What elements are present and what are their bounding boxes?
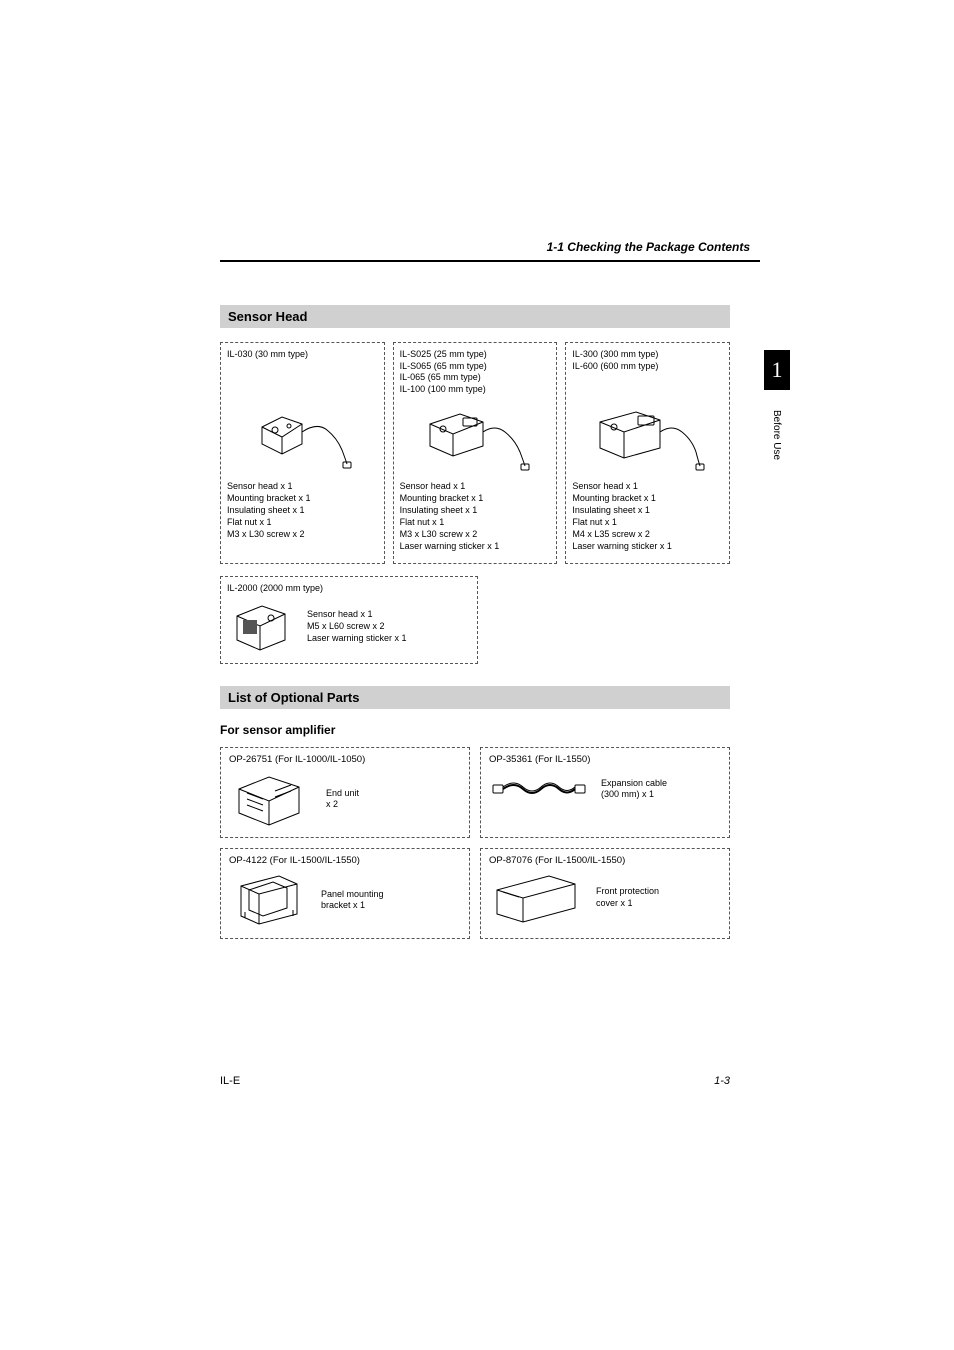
list-item: Mounting bracket x 1 xyxy=(400,492,551,504)
sensor-item-list: Sensor head x 1 Mounting bracket x 1 Ins… xyxy=(400,480,551,553)
list-item: M4 x L35 screw x 2 xyxy=(572,528,723,540)
list-item: M3 x L30 screw x 2 xyxy=(400,528,551,540)
desc-line: End unit xyxy=(326,788,359,800)
expansion-cable-icon xyxy=(489,769,589,809)
sensor-box-title: IL-2000 (2000 mm type) xyxy=(227,583,471,595)
optional-desc: Front protection cover x 1 xyxy=(596,886,659,909)
list-item: Sensor head x 1 xyxy=(400,480,551,492)
sensor-box-il030: IL-030 (30 mm type) Sensor head x 1 Moun… xyxy=(220,342,385,564)
sensor-box-ils025: IL-S025 (25 mm type) IL-S065 (65 mm type… xyxy=(393,342,558,564)
list-item: Laser warning sticker x 1 xyxy=(572,540,723,552)
page-footer: IL-E 1-3 xyxy=(220,1075,730,1087)
title-line: IL-300 (300 mm type) xyxy=(572,349,723,361)
desc-line: Panel mounting xyxy=(321,889,384,901)
list-item: Flat nut x 1 xyxy=(400,516,551,528)
optional-box-op4122: OP-4122 (For IL-1500/IL-1550) Panel moun… xyxy=(220,848,470,939)
title-line: IL-030 (30 mm type) xyxy=(227,349,378,361)
list-item: Flat nut x 1 xyxy=(227,516,378,528)
subheading-amplifier: For sensor amplifier xyxy=(220,723,730,737)
sensor-item-list: Sensor head x 1 Mounting bracket x 1 Ins… xyxy=(572,480,723,553)
sensor-head-icon xyxy=(415,402,535,472)
list-item: Laser warning sticker x 1 xyxy=(400,540,551,552)
optional-title: OP-87076 (For IL-1500/IL-1550) xyxy=(489,855,721,866)
sensor-box-title: IL-S025 (25 mm type) IL-S065 (65 mm type… xyxy=(400,349,551,396)
sensor-head-icon xyxy=(227,598,297,653)
desc-line: Front protection xyxy=(596,886,659,898)
list-item: M3 x L30 screw x 2 xyxy=(227,528,378,540)
title-line: IL-600 (600 mm type) xyxy=(572,361,723,373)
header-rule xyxy=(220,260,760,262)
list-item: Insulating sheet x 1 xyxy=(572,504,723,516)
chapter-tab: 1 xyxy=(764,350,790,390)
sensor-head-row-1: IL-030 (30 mm type) Sensor head x 1 Moun… xyxy=(220,342,730,564)
end-unit-icon xyxy=(229,769,314,829)
title-line: IL-065 (65 mm type) xyxy=(400,372,551,384)
sensor-item-list: Sensor head x 1 Mounting bracket x 1 Ins… xyxy=(227,480,378,541)
desc-line: x 2 xyxy=(326,799,359,811)
desc-line: Expansion cable xyxy=(601,778,667,790)
sensor-head-icon xyxy=(247,402,357,472)
section-heading-optional: List of Optional Parts xyxy=(220,686,730,709)
panel-bracket-icon xyxy=(229,870,309,930)
optional-desc: Expansion cable (300 mm) x 1 xyxy=(601,778,667,801)
title-line: IL-S025 (25 mm type) xyxy=(400,349,551,361)
list-item: Sensor head x 1 xyxy=(572,480,723,492)
title-line: IL-S065 (65 mm type) xyxy=(400,361,551,373)
footer-page-number: 1-3 xyxy=(714,1075,730,1087)
list-item: Sensor head x 1 xyxy=(307,608,407,620)
section-reference: 1-1 Checking the Package Contents xyxy=(220,240,760,254)
list-item: Insulating sheet x 1 xyxy=(227,504,378,516)
sensor-item-list: Sensor head x 1 M5 x L60 screw x 2 Laser… xyxy=(307,608,407,644)
desc-line: cover x 1 xyxy=(596,898,659,910)
optional-desc: End unit x 2 xyxy=(326,788,359,811)
section-heading-sensor-head: Sensor Head xyxy=(220,305,730,328)
desc-line: (300 mm) x 1 xyxy=(601,789,667,801)
sensor-box-il2000: IL-2000 (2000 mm type) Sensor head x 1 M… xyxy=(220,576,478,665)
optional-box-op26751: OP-26751 (For IL-1000/IL-1050) End unit … xyxy=(220,747,470,838)
optional-desc: Panel mounting bracket x 1 xyxy=(321,889,384,912)
chapter-side-label: Before Use xyxy=(771,410,782,460)
optional-title: OP-26751 (For IL-1000/IL-1050) xyxy=(229,754,461,765)
list-item: Insulating sheet x 1 xyxy=(400,504,551,516)
list-item: M5 x L60 screw x 2 xyxy=(307,620,407,632)
title-line: IL-100 (100 mm type) xyxy=(400,384,551,396)
list-item: Flat nut x 1 xyxy=(572,516,723,528)
page-content: Sensor Head IL-030 (30 mm type) Sensor xyxy=(220,305,730,949)
list-item: Sensor head x 1 xyxy=(227,480,378,492)
optional-row-2: OP-4122 (For IL-1500/IL-1550) Panel moun… xyxy=(220,848,730,939)
sensor-box-title: IL-030 (30 mm type) xyxy=(227,349,378,396)
list-item: Mounting bracket x 1 xyxy=(572,492,723,504)
sensor-head-icon xyxy=(588,402,708,472)
optional-row-1: OP-26751 (For IL-1000/IL-1050) End unit … xyxy=(220,747,730,838)
footer-doc-id: IL-E xyxy=(220,1075,240,1087)
optional-title: OP-4122 (For IL-1500/IL-1550) xyxy=(229,855,461,866)
sensor-box-title: IL-300 (300 mm type) IL-600 (600 mm type… xyxy=(572,349,723,396)
title-line: IL-2000 (2000 mm type) xyxy=(227,583,471,595)
list-item: Mounting bracket x 1 xyxy=(227,492,378,504)
sensor-box-il300: IL-300 (300 mm type) IL-600 (600 mm type… xyxy=(565,342,730,564)
desc-line: bracket x 1 xyxy=(321,900,384,912)
optional-title: OP-35361 (For IL-1550) xyxy=(489,754,721,765)
list-item: Laser warning sticker x 1 xyxy=(307,632,407,644)
optional-box-op35361: OP-35361 (For IL-1550) Expansion cable (… xyxy=(480,747,730,838)
protection-cover-icon xyxy=(489,870,584,925)
page-header: 1-1 Checking the Package Contents xyxy=(220,240,760,262)
optional-box-op87076: OP-87076 (For IL-1500/IL-1550) Front pro… xyxy=(480,848,730,939)
